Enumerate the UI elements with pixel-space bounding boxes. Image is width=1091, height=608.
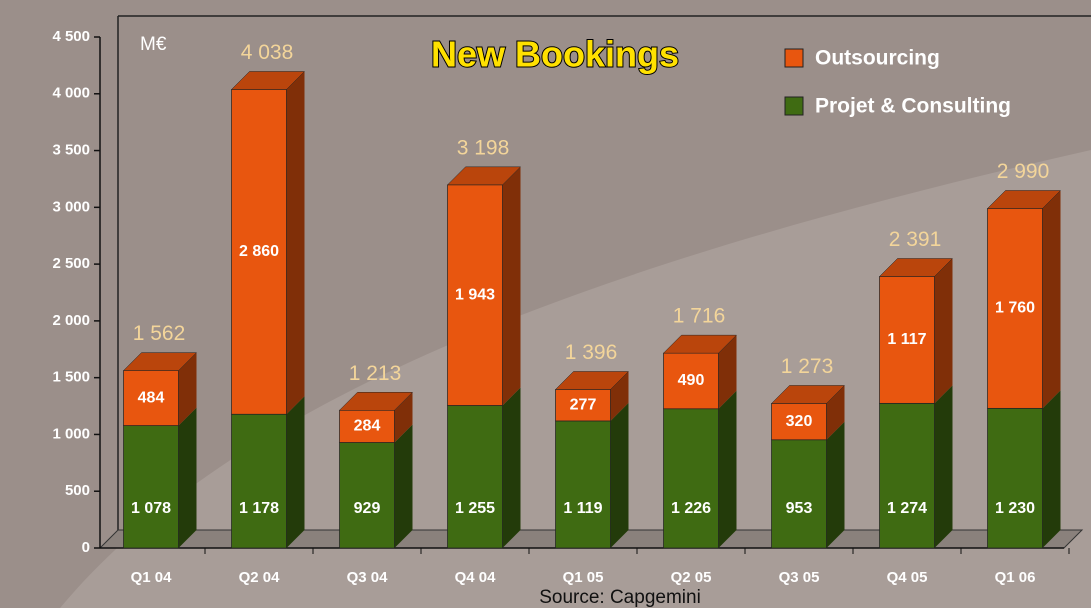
value-label: 277 (570, 396, 597, 413)
bar-side (178, 352, 197, 426)
bar-top (122, 352, 198, 371)
legend-swatch (784, 48, 804, 68)
bar-side (1042, 190, 1061, 409)
value-label: 1 178 (239, 500, 279, 517)
legend-swatch (784, 96, 804, 116)
bar-side (502, 166, 521, 406)
bar-side (934, 258, 953, 404)
x-tick-label: Q3 04 (347, 569, 389, 586)
value-label: 284 (354, 418, 381, 435)
bar-top (446, 166, 522, 186)
bar-side (394, 424, 413, 548)
y-tick-label: 4 500 (52, 28, 90, 45)
bar (987, 407, 1043, 549)
value-label: 1 943 (455, 286, 495, 303)
value-label: 1 255 (455, 500, 495, 517)
x-tick-label: Q2 05 (671, 569, 712, 586)
y-tick-label: 500 (65, 482, 90, 499)
total-label: 3 198 (457, 136, 510, 159)
bar (123, 370, 179, 426)
total-label: 1 273 (781, 355, 834, 378)
bar-top (338, 392, 414, 411)
y-tick-label: 4 000 (52, 85, 90, 102)
bar (987, 208, 1043, 409)
bar-side (178, 407, 197, 548)
y-tick-label: 2 500 (52, 255, 90, 272)
unit-label: M€ (140, 34, 167, 55)
legend-label: Outsourcing (815, 47, 940, 70)
bar (447, 184, 503, 406)
total-label: 1 396 (565, 341, 618, 364)
total-label: 1 562 (133, 322, 186, 345)
bar (879, 276, 935, 404)
value-label: 1 117 (887, 331, 926, 348)
value-label: 490 (678, 372, 705, 389)
value-label: 1 226 (671, 500, 711, 517)
bar-top (662, 334, 738, 354)
y-tick-label: 3 000 (52, 198, 90, 215)
total-label: 4 038 (241, 41, 294, 64)
total-label: 1 716 (673, 305, 726, 328)
bar (555, 420, 611, 549)
total-label: 2 990 (997, 160, 1050, 183)
value-label: 484 (138, 389, 165, 406)
bar-side (286, 71, 305, 415)
bar (663, 408, 719, 549)
y-tick-label: 1 500 (52, 369, 90, 386)
value-label: 320 (786, 413, 813, 430)
bar (339, 442, 395, 549)
value-label: 1 760 (995, 300, 1035, 317)
chart-title: New Bookings (431, 34, 679, 75)
y-tick-label: 0 (82, 539, 90, 556)
bar (339, 409, 395, 443)
x-tick-label: Q1 05 (563, 569, 604, 586)
bar-side (718, 335, 737, 409)
bar (771, 439, 827, 549)
value-label: 1 119 (563, 500, 602, 517)
bar-side (610, 402, 629, 548)
legend-label: Projet & Consulting (815, 95, 1011, 118)
bar-top (230, 71, 306, 90)
x-tick-label: Q1 06 (995, 569, 1036, 586)
bar-side (394, 392, 413, 443)
bar-top (878, 258, 954, 277)
bar (231, 413, 287, 549)
x-tick-label: Q4 05 (887, 569, 928, 586)
bar-top (770, 385, 846, 404)
bar-side (934, 385, 953, 548)
bar-side (718, 390, 737, 548)
bar-side (826, 421, 845, 548)
bar-side (502, 387, 521, 548)
bar-side (286, 396, 305, 548)
total-label: 2 391 (889, 228, 942, 251)
bar-side (1042, 390, 1061, 548)
bar (879, 402, 935, 549)
x-tick-label: Q3 05 (779, 569, 820, 586)
y-tick-label: 3 500 (52, 142, 90, 159)
bar (555, 389, 611, 422)
x-tick-label: Q1 04 (131, 569, 173, 586)
value-label: 1 230 (995, 500, 1035, 517)
total-label: 1 213 (349, 362, 402, 385)
bar (123, 425, 179, 549)
bar-top (986, 190, 1062, 209)
value-label: 2 860 (239, 243, 279, 260)
value-label: 953 (786, 500, 813, 517)
source-note: Source: Capgemini (539, 587, 701, 608)
x-tick-label: Q4 04 (455, 569, 497, 586)
value-label: 1 078 (131, 500, 171, 517)
y-tick-label: 1 000 (52, 425, 90, 442)
value-label: 929 (354, 500, 381, 517)
bar (771, 403, 827, 441)
value-label: 1 274 (887, 500, 927, 517)
bar-side (610, 371, 629, 421)
bar-top (554, 371, 630, 390)
y-tick-label: 2 000 (52, 312, 90, 329)
bar (231, 89, 287, 415)
x-tick-label: Q2 04 (239, 569, 281, 586)
bar (447, 405, 503, 549)
